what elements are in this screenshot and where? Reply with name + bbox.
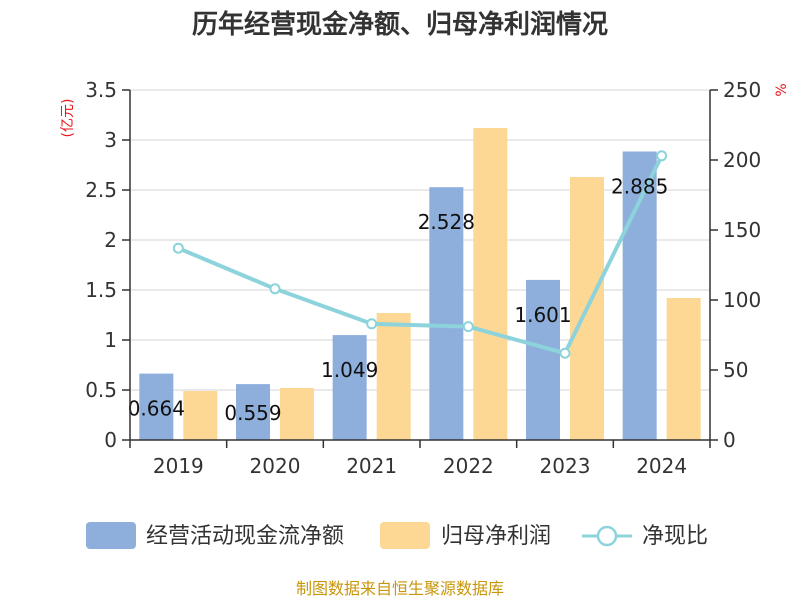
legend-swatch-profit	[380, 522, 430, 549]
y-left-tick-label: 3.5	[85, 78, 117, 102]
bars	[139, 128, 701, 440]
y-right-tick-label: 0	[723, 428, 736, 452]
chart-title: 历年经营现金净额、归母净利润情况	[192, 9, 608, 40]
y-right-tick-label: 250	[723, 78, 761, 102]
y-right-tick-label: 50	[723, 358, 748, 382]
y-left-tick-label: 1	[104, 328, 117, 352]
bar-cashflow-2023[interactable]	[526, 279, 560, 440]
point-ratio-2022[interactable]	[462, 321, 474, 333]
data-label-cashflow-2020: 0.559	[224, 401, 281, 425]
data-label-cashflow-2021: 1.049	[321, 358, 378, 382]
y-right-tick-label: 150	[723, 218, 761, 242]
x-tick-label: 2020	[250, 454, 301, 478]
bar-profit-2019[interactable]	[183, 391, 218, 440]
legend-swatch-cashflow	[86, 522, 136, 549]
legend-label-ratio: 净现比	[642, 524, 708, 549]
bar-profit-2022[interactable]	[473, 128, 508, 440]
point-ratio-2020[interactable]	[269, 283, 281, 295]
point-ratio-2023[interactable]	[559, 347, 571, 359]
x-tick-label: 2019	[153, 454, 204, 478]
bar-profit-2021[interactable]	[376, 313, 411, 440]
point-ratio-2019[interactable]	[172, 242, 184, 254]
bar-cashflow-2022[interactable]	[429, 187, 464, 440]
data-source-note: 制图数据来自恒生聚源数据库	[296, 579, 504, 598]
x-tick-label: 2023	[540, 454, 591, 478]
bar-profit-2024[interactable]	[666, 298, 701, 440]
legend-item-cashflow[interactable]: 经营活动现金流净额	[86, 522, 344, 549]
data-label-cashflow-2019: 0.664	[128, 397, 185, 421]
legend-marker-ratio	[596, 525, 618, 547]
data-label-cashflow-2023: 1.601	[514, 303, 571, 327]
axes: 0 0.5 1 1.5 2 2.5 3 3.5 0 50 100 150 200 250 2019 2020 2…	[85, 78, 761, 478]
y-right-tick-label: 100	[723, 288, 761, 312]
x-tick-label: 2024	[636, 454, 687, 478]
gridlines	[130, 89, 710, 391]
x-tick-label: 2022	[443, 454, 494, 478]
point-ratio-2024[interactable]	[656, 150, 668, 162]
y-left-tick-label: 3	[104, 128, 117, 152]
point-ratio-2021[interactable]	[366, 318, 378, 330]
legend-label-profit: 归母净利润	[441, 524, 551, 549]
legend: 经营活动现金流净额 归母净利润 净现比	[86, 522, 708, 549]
series-line-ratio	[177, 154, 664, 356]
bar-cashflow-2021[interactable]	[332, 335, 367, 440]
y-left-tick-label: 0	[104, 428, 117, 452]
data-label-cashflow-2022: 2.528	[418, 210, 475, 234]
data-labels: 0.664 0.559 1.049 2.528 1.601 2.885	[128, 175, 669, 426]
bar-cashflow-2020[interactable]	[236, 384, 270, 440]
y-left-tick-label: 1.5	[85, 278, 117, 302]
bar-profit-2020[interactable]	[280, 388, 314, 440]
y-left-tick-label: 2	[104, 228, 117, 252]
y-left-tick-label: 2.5	[85, 178, 117, 202]
legend-label-cashflow: 经营活动现金流净额	[146, 524, 344, 549]
y-right-tick-label: 200	[723, 148, 761, 172]
legend-item-profit[interactable]: 归母净利润	[380, 522, 551, 549]
right-axis-unit: %	[774, 83, 790, 96]
left-axis-unit: (亿元)	[60, 99, 76, 138]
y-left-tick-label: 0.5	[85, 378, 117, 402]
ratio-line-layer	[172, 150, 668, 359]
legend-item-ratio[interactable]: 净现比	[582, 524, 708, 549]
x-tick-label: 2021	[346, 454, 397, 478]
bar-cashflow-2019[interactable]	[139, 373, 174, 440]
data-label-cashflow-2024: 2.885	[611, 175, 668, 199]
